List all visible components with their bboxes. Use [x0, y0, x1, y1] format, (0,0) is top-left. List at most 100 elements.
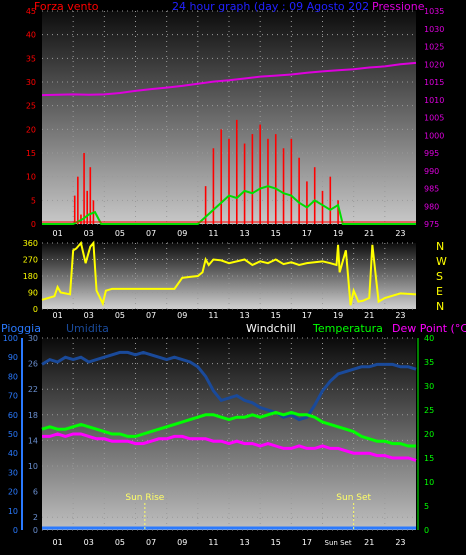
pressure-tick-label: 1035 [424, 7, 444, 16]
humidity-tick-label: 14 [28, 436, 38, 445]
hour-label: 13 [239, 538, 249, 547]
temperature-tick-label: 30 [424, 382, 434, 391]
humidity-tick-label: 26 [28, 360, 38, 369]
chart-title: 24 hour graph (day : 09 Agosto 202 [172, 0, 369, 13]
humidity-line [41, 350, 417, 422]
gust-line [42, 185, 416, 225]
hour-label: 03 [84, 538, 94, 547]
humidity-tick-label: 6 [33, 488, 38, 497]
direction-letter: N [436, 240, 444, 253]
legend-humidity: Umidita [66, 322, 109, 335]
rain-tick-label: 90 [8, 353, 18, 362]
hour-label: 23 [395, 538, 405, 547]
sunset-label: Sun Set [336, 493, 371, 503]
hour-label: 05 [115, 538, 125, 547]
temperature-line [41, 410, 416, 448]
wind-tick-label: 40 [26, 31, 36, 40]
pressure-tick-label: 1010 [424, 96, 444, 105]
pressure-tick-label: 990 [424, 167, 439, 176]
direction-letter: E [436, 285, 443, 298]
wind-tick-label: 20 [26, 125, 36, 134]
hour-label: Sun Set [325, 539, 352, 547]
hour-label: 01 [52, 311, 62, 320]
wind-tick-label: 45 [26, 7, 36, 16]
direction-tick-label: 0 [33, 305, 38, 314]
direction-tick-label: 270 [23, 256, 38, 265]
hour-label: 03 [84, 311, 94, 320]
hour-label: 23 [395, 229, 405, 238]
wind-tick-label: 35 [26, 54, 36, 63]
wind-axis-title: Forza vento [34, 0, 99, 13]
hour-label: 17 [302, 311, 312, 320]
wind-tick-label: 25 [26, 102, 36, 111]
pressure-line [41, 61, 417, 97]
wind-tick-label: 30 [26, 78, 36, 87]
hour-label: 13 [239, 311, 249, 320]
temperature-tick-label: 10 [424, 478, 434, 487]
sunrise-label: Sun Rise [125, 493, 164, 503]
humidity-tick-label: 2 [33, 513, 38, 522]
series-layer [41, 61, 417, 530]
direction-tick-label: 90 [28, 289, 38, 298]
hour-label: 15 [271, 538, 281, 547]
pressure-tick-label: 1000 [424, 131, 444, 140]
pressure-tick-label: 1030 [424, 25, 444, 34]
wind-tick-label: 15 [26, 149, 36, 158]
dewpoint-line [42, 432, 417, 462]
panel-direction-background [42, 243, 416, 309]
hour-label: 17 [302, 538, 312, 547]
hour-label: 03 [84, 229, 94, 238]
hour-label: 07 [146, 229, 156, 238]
hour-label: 17 [302, 229, 312, 238]
hour-label: 11 [208, 311, 218, 320]
temperature-tick-label: 0 [424, 526, 429, 535]
humidity-tick-label: 18 [28, 411, 38, 420]
humidity-tick-label: 10 [28, 462, 38, 471]
hour-label: 01 [52, 538, 62, 547]
rain-tick-label: 100 [3, 334, 18, 343]
direction-tick-label: 180 [23, 272, 38, 281]
hour-label: 05 [115, 311, 125, 320]
direction-tick-label: 360 [23, 239, 38, 248]
hour-label: 19 [333, 311, 343, 320]
direction-letter: N [436, 300, 444, 313]
direction-letter: W [436, 255, 447, 268]
hour-label: 19 [333, 229, 343, 238]
wind-tick-label: 0 [31, 220, 36, 229]
direction-line [41, 240, 417, 307]
hour-label: 09 [177, 229, 187, 238]
hour-label: 13 [239, 229, 249, 238]
pressure-tick-label: 985 [424, 185, 439, 194]
temperature-tick-label: 5 [424, 502, 429, 511]
temperature-tick-label: 15 [424, 454, 434, 463]
rain-tick-label: 40 [8, 449, 18, 458]
pressure-tick-label: 995 [424, 149, 439, 158]
legend-rain: Pioggia [1, 322, 41, 335]
rain-tick-label: 10 [8, 507, 18, 516]
pressure-axis-title: Pressione [372, 0, 425, 13]
direction-letter: S [436, 270, 443, 283]
pressure-tick-label: 1005 [424, 114, 444, 123]
hour-label: 21 [364, 311, 374, 320]
axis-layer: 0510152025303540459759809859909951000100… [3, 7, 447, 547]
rain-tick-label: 70 [8, 392, 18, 401]
pressure-tick-label: 1015 [424, 78, 444, 87]
pressure-tick-label: 1025 [424, 43, 444, 52]
hour-label: 07 [146, 538, 156, 547]
rain-tick-label: 20 [8, 488, 18, 497]
hour-label: 21 [364, 229, 374, 238]
legend-windchill: Windchill [246, 322, 296, 335]
temperature-tick-label: 25 [424, 406, 434, 415]
hour-label: 15 [271, 229, 281, 238]
hour-label: 23 [395, 311, 405, 320]
temperature-tick-label: 40 [424, 334, 434, 343]
rain-tick-label: 0 [13, 526, 18, 535]
pressure-tick-label: 980 [424, 202, 439, 211]
hour-label: 11 [208, 229, 218, 238]
pressure-tick-label: 975 [424, 220, 439, 229]
humidity-tick-label: 0 [33, 526, 38, 535]
legend-temperature: Temperatura [312, 322, 383, 335]
hour-label: 07 [146, 311, 156, 320]
humidity-tick-label: 30 [28, 334, 38, 343]
